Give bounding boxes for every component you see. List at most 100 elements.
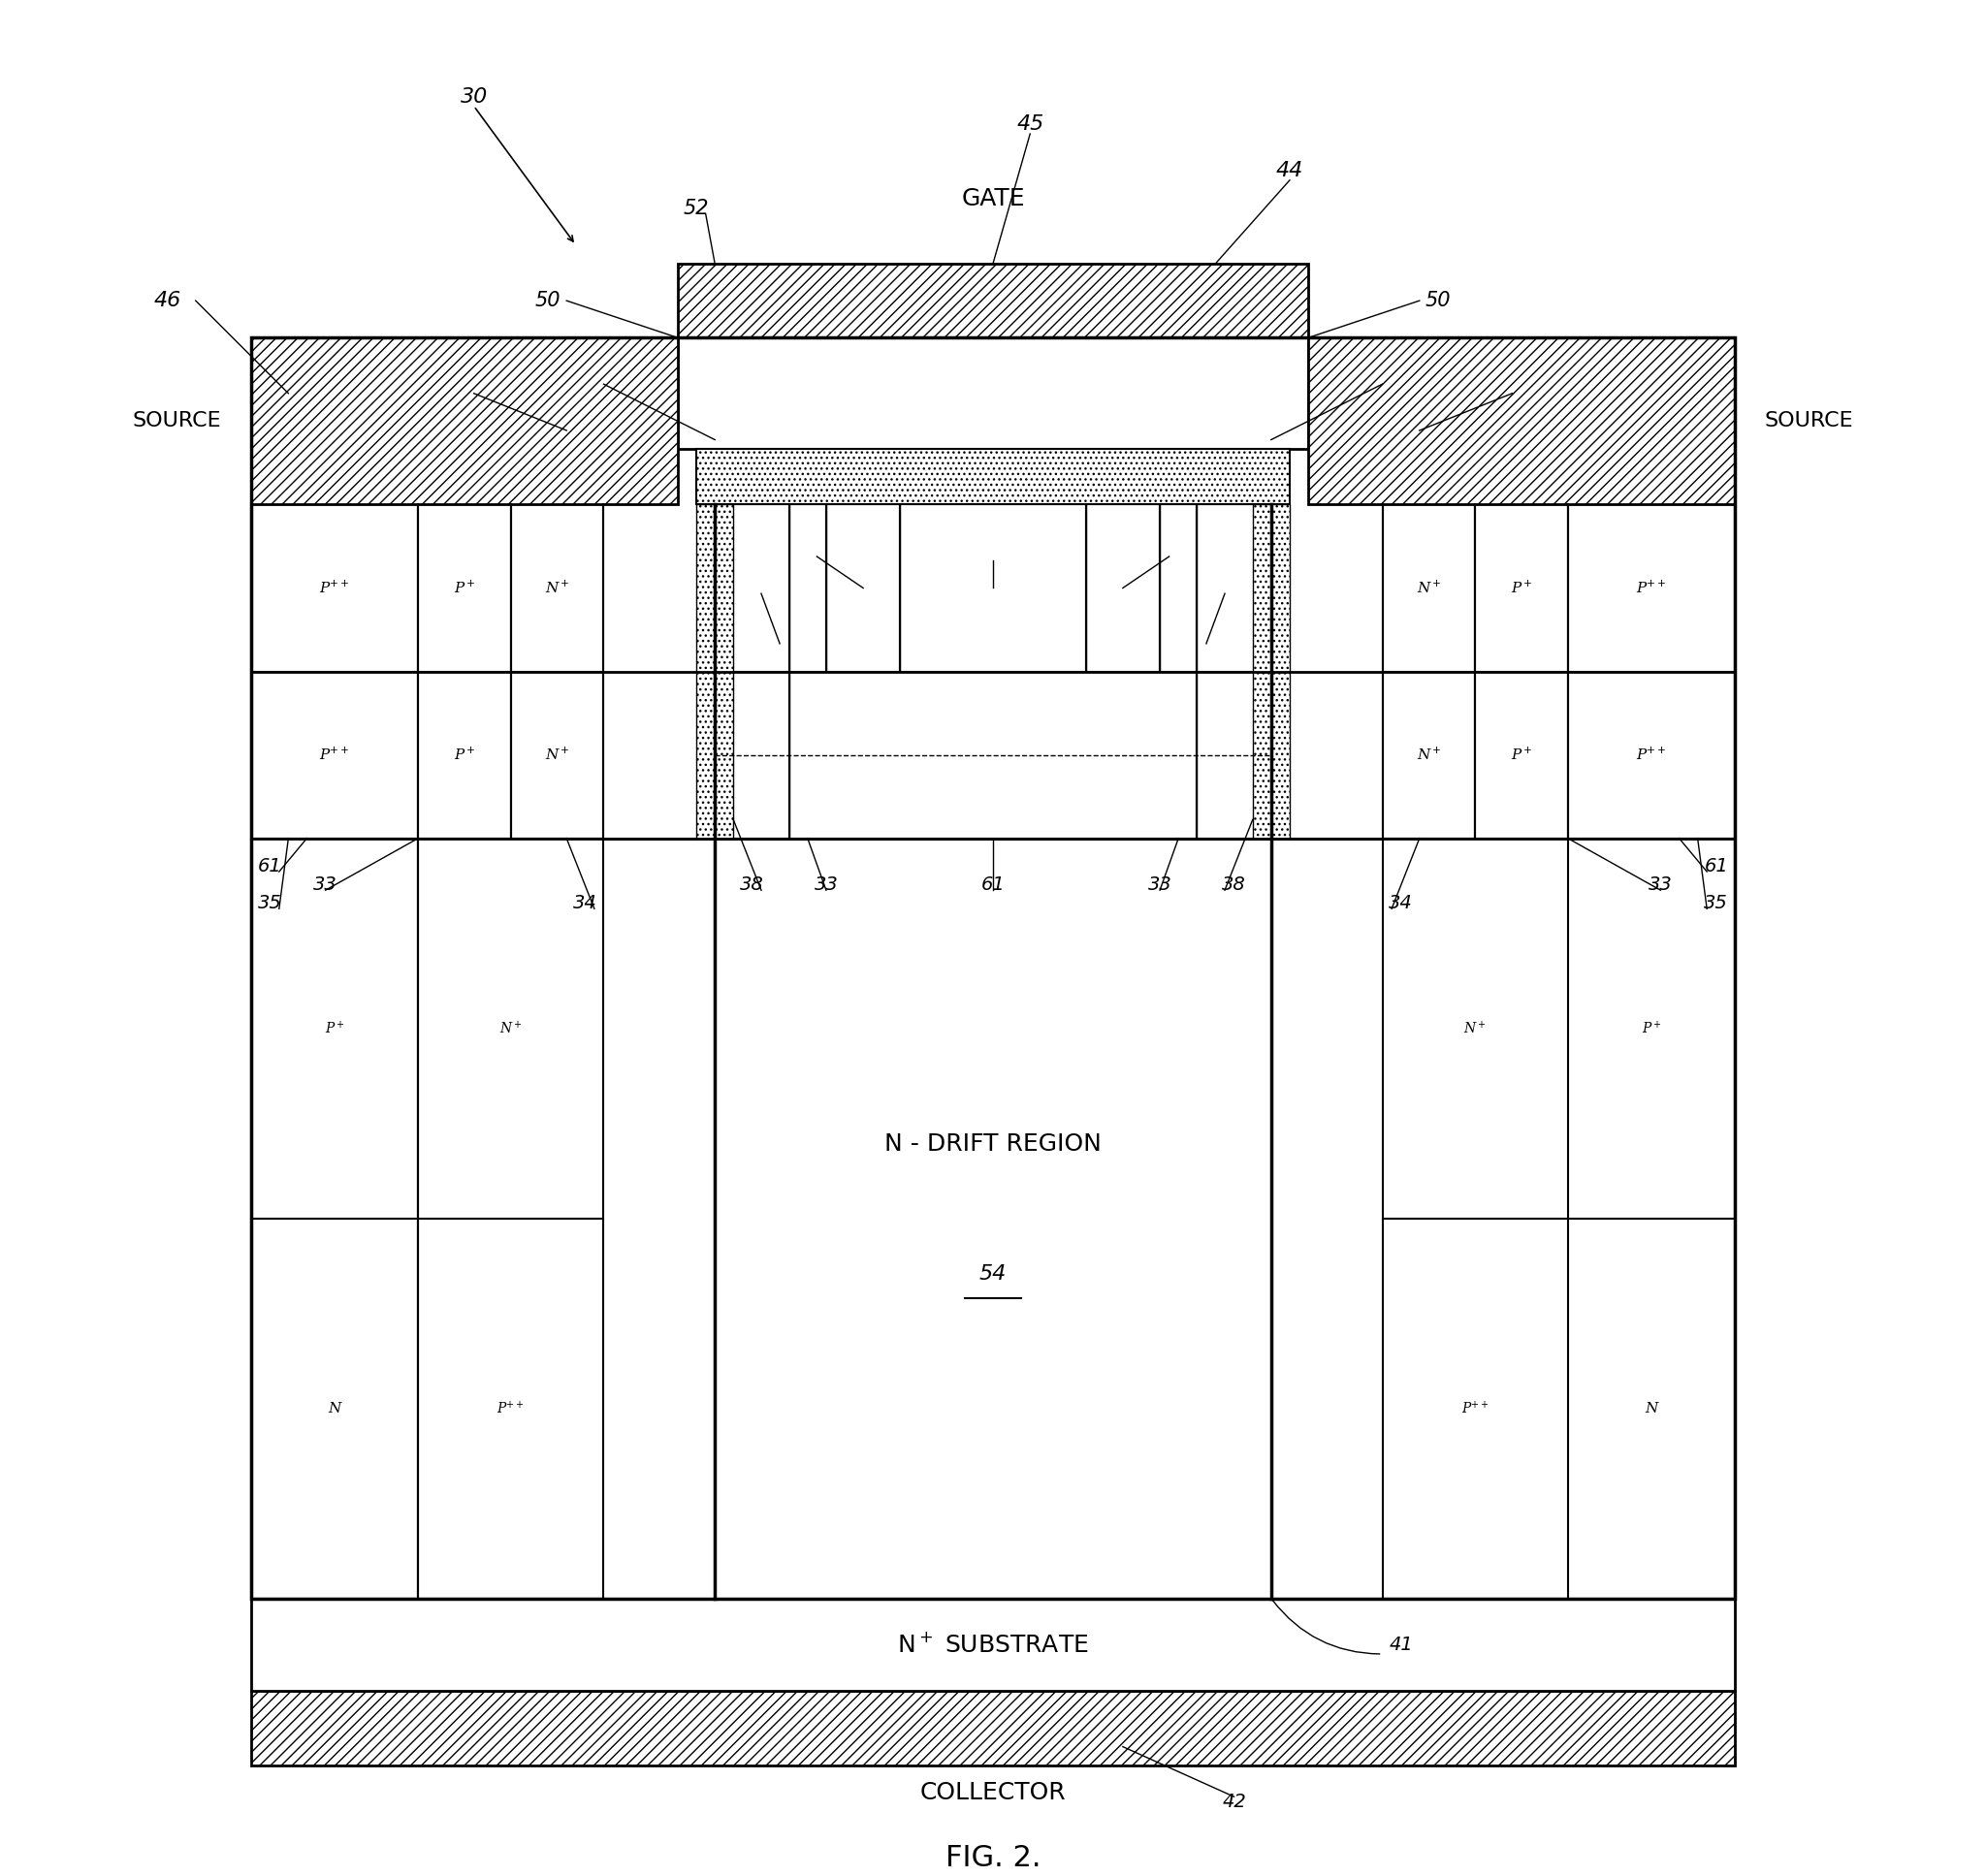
- Bar: [1382, 839, 1734, 1598]
- Bar: [419, 505, 510, 672]
- Bar: [252, 1598, 1734, 1690]
- Bar: [715, 505, 788, 672]
- Text: 33: 33: [314, 876, 338, 893]
- Bar: [697, 505, 733, 839]
- Text: GATE: GATE: [961, 188, 1025, 210]
- Bar: [788, 672, 1198, 839]
- Text: P$^{++}$: P$^{++}$: [1636, 580, 1666, 597]
- Text: P$^+$: P$^+$: [326, 1021, 346, 1037]
- Text: P$^+$: P$^+$: [1511, 747, 1533, 764]
- Text: 35: 35: [1704, 895, 1728, 912]
- Text: 50: 50: [1426, 291, 1452, 310]
- Text: P$^{++}$: P$^{++}$: [1636, 747, 1666, 764]
- Bar: [252, 338, 677, 505]
- Text: P$^+$: P$^+$: [1640, 1021, 1660, 1037]
- Text: 45: 45: [1017, 114, 1045, 135]
- Bar: [697, 448, 1289, 505]
- Text: 56: 56: [443, 385, 467, 403]
- Bar: [419, 672, 510, 839]
- Text: P: P: [858, 580, 870, 597]
- Text: P$^+$: P$^+$: [453, 580, 475, 597]
- Text: POLYSILICON: POLYSILICON: [923, 385, 1063, 403]
- Bar: [419, 839, 604, 1598]
- Text: 60: 60: [981, 542, 1005, 561]
- Text: P$^+$: P$^+$: [1511, 580, 1533, 597]
- Text: N - DRIFT REGION: N - DRIFT REGION: [884, 1133, 1102, 1156]
- Bar: [715, 672, 788, 839]
- Bar: [677, 338, 1309, 448]
- Text: P$^{++}$: P$^{++}$: [1462, 1399, 1490, 1416]
- Bar: [1567, 672, 1734, 839]
- Bar: [252, 1690, 1734, 1765]
- Text: P$^+$: P$^+$: [743, 747, 761, 762]
- Text: N: N: [985, 747, 1001, 764]
- Text: P$^{++}$: P$^{++}$: [496, 1399, 524, 1416]
- Text: COLLECTOR: COLLECTOR: [920, 1782, 1066, 1805]
- Bar: [1567, 505, 1734, 672]
- Text: N$^+$ SUBSTRATE: N$^+$ SUBSTRATE: [898, 1632, 1088, 1657]
- Bar: [1476, 505, 1567, 672]
- Text: P$^{++}$: P$^{++}$: [320, 747, 350, 764]
- Text: 34: 34: [1388, 895, 1412, 912]
- Text: 52: 52: [683, 199, 709, 218]
- Text: 58: 58: [796, 542, 820, 561]
- Bar: [1198, 672, 1271, 839]
- Text: 46: 46: [155, 291, 181, 310]
- Text: 61: 61: [981, 876, 1005, 893]
- Text: 31: 31: [1215, 582, 1233, 595]
- Bar: [1382, 505, 1476, 672]
- Text: FIG. 2.: FIG. 2.: [945, 1844, 1041, 1872]
- Text: N$^+$: N$^+$: [500, 1021, 522, 1037]
- Text: 31: 31: [753, 582, 771, 595]
- Text: P$^{++}$: P$^{++}$: [320, 580, 350, 597]
- Text: N$^+$: N$^+$: [544, 747, 570, 764]
- Text: 58: 58: [1166, 542, 1190, 561]
- Bar: [715, 672, 788, 839]
- Text: N: N: [328, 1401, 342, 1415]
- Text: 35: 35: [258, 895, 282, 912]
- Bar: [252, 338, 1734, 1598]
- Text: 61: 61: [258, 857, 282, 876]
- Text: N$^+$: N$^+$: [1464, 1021, 1486, 1037]
- Text: N: N: [800, 582, 814, 595]
- Bar: [252, 672, 419, 839]
- Text: N: N: [1644, 1401, 1658, 1415]
- Bar: [1309, 338, 1734, 505]
- Text: N: N: [1172, 582, 1186, 595]
- Text: N$^{++}$: N$^{++}$: [735, 580, 769, 597]
- Text: 61: 61: [1704, 857, 1728, 876]
- Text: P: P: [1116, 580, 1128, 597]
- Text: 38: 38: [741, 876, 765, 893]
- Bar: [1382, 672, 1476, 839]
- Text: 44: 44: [1275, 161, 1303, 180]
- Text: 57: 57: [1388, 375, 1412, 394]
- Text: N$^{++}$: N$^{++}$: [1217, 580, 1251, 597]
- Bar: [788, 505, 826, 672]
- Text: 50: 50: [534, 291, 560, 310]
- Text: 54: 54: [979, 1264, 1007, 1283]
- Text: 57: 57: [574, 375, 598, 394]
- Text: N: N: [985, 580, 1001, 597]
- Text: 30: 30: [461, 86, 487, 107]
- Bar: [510, 505, 604, 672]
- Bar: [900, 505, 1086, 672]
- Text: N$^+$: N$^+$: [544, 580, 570, 597]
- Text: N$^+$: N$^+$: [1416, 580, 1442, 597]
- Text: SOURCE: SOURCE: [1764, 411, 1853, 431]
- Bar: [1253, 505, 1289, 839]
- Bar: [252, 839, 419, 1598]
- Bar: [252, 505, 419, 672]
- Text: SOURCE: SOURCE: [133, 411, 222, 431]
- Bar: [1198, 505, 1271, 672]
- Bar: [1160, 505, 1198, 672]
- Bar: [826, 505, 900, 672]
- Text: P$^+$: P$^+$: [1225, 747, 1243, 762]
- Text: 34: 34: [574, 895, 598, 912]
- Text: 41: 41: [1388, 1636, 1412, 1655]
- Text: 33: 33: [1148, 876, 1172, 893]
- Text: 33: 33: [814, 876, 838, 893]
- Bar: [715, 672, 1271, 839]
- Bar: [252, 839, 1734, 1598]
- Text: 42: 42: [1221, 1793, 1245, 1812]
- Text: P$^+$: P$^+$: [453, 747, 475, 764]
